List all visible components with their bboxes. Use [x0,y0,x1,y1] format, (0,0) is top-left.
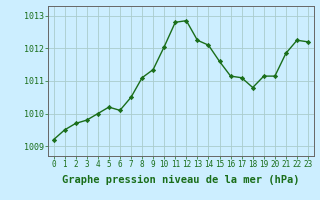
X-axis label: Graphe pression niveau de la mer (hPa): Graphe pression niveau de la mer (hPa) [62,175,300,185]
